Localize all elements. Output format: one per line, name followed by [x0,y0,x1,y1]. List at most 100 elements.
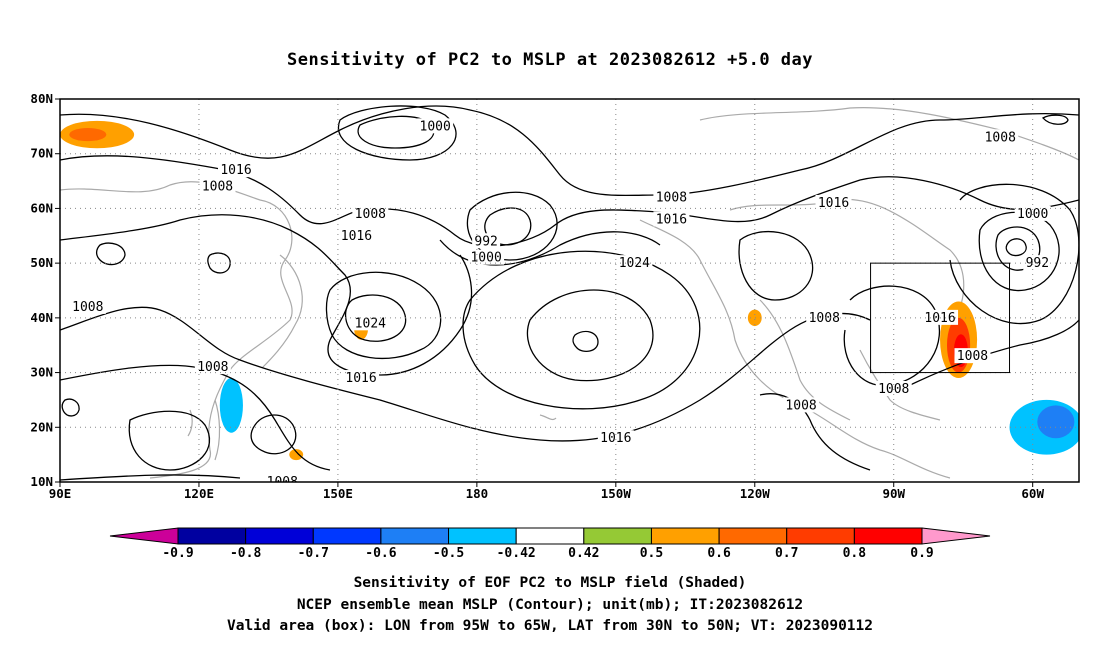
caption-shaded: Sensitivity of EOF PC2 to MSLP field (Sh… [353,575,747,591]
colorbar-box [650,527,720,545]
colorbar-level-label: 0.8 [843,546,867,561]
lon-tick-label: 150W [601,486,632,501]
colorbar-level-label: -0.9 [162,546,193,561]
colorbar-box [718,527,788,545]
contour-label-bg [264,474,301,482]
contour-label-bg [806,309,843,325]
lon-tick-label: 180 [466,486,489,501]
colorbar-box [380,527,450,545]
colorbar-level-label: -0.6 [365,546,396,561]
contour-label: 1016 [220,163,251,178]
colorbar-box [515,527,585,545]
contour-labels: 1000 1008 1016 1008 1008 1016 1016 1008 1016 992 1… [69,118,1052,490]
lon-tick-label: 90E [49,486,72,501]
contour-label-bg [653,211,690,227]
lat-tick-label: 30N [30,365,53,380]
lat-tick-label: 80N [30,91,53,106]
lat-tick-label: 70N [30,146,53,161]
colorbar-level-label: -0.5 [433,546,464,561]
plot-title: Sensitivity of PC2 to MSLP at 2023082612… [286,50,813,70]
lat-tick-label: 50N [30,255,53,270]
contour-label: 1008 [355,207,386,222]
colorbar-level-label: -0.7 [298,546,329,561]
colorbar-box [245,527,314,545]
contour-label: 1016 [345,371,376,386]
lon-tick-label: 60W [1021,486,1044,501]
colorbar-level-label: -0.8 [230,546,261,561]
contour-label-bg [218,162,255,178]
contour-label: 1008 [656,190,687,205]
contour-label-bg [352,315,389,331]
colorbar-level-label: -0.42 [497,546,536,561]
contour-label-bg [194,359,231,375]
colorbar-box [312,527,382,545]
colorbar-level-label: 0.9 [910,546,933,561]
colorbar: -0.9 -0.8 -0.7 -0.6 -0.5 -0.42 0.42 0.5 0.6 0.7 0.… [109,527,991,561]
contour-label: 1008 [267,475,298,490]
contour-label: 1000 [470,251,501,266]
shade-east-pacific-positive [747,309,762,327]
contour-label-bg [352,205,389,221]
contour-label-bg [875,380,912,396]
colorbar-box [448,527,517,545]
colorbar-level-label: 0.6 [707,546,731,561]
lon-tick-label: 90W [882,486,905,501]
contour-label-bg [343,370,380,386]
colorbar-box [853,527,923,545]
contour-label: 992 [1026,256,1049,271]
lat-tick-label: 10N [30,474,53,489]
colorbar-box [583,527,652,545]
contour-label: 1016 [341,229,372,244]
contour-label-bg [1014,205,1051,221]
contour-label: 1016 [818,196,849,211]
colorbar-low-end [109,527,179,545]
contour-label-bg [472,233,501,249]
colorbar-level-label: 0.7 [775,546,798,561]
shade-arctic-positive-core [69,127,107,142]
contour-label-bg [616,255,653,271]
lat-tick-label: 60N [30,200,53,215]
colorbar-box [786,527,855,545]
contour-label: 1008 [785,398,816,413]
lon-tick-label: 120W [740,486,771,501]
contour-label-bg [815,194,852,210]
contour-label-bg [468,249,505,265]
colorbar-level-label: 0.5 [640,546,663,561]
shade-japan-negative [219,378,243,433]
contour-label: 1016 [656,212,687,227]
caption-contour: NCEP ensemble mean MSLP (Contour); unit(… [296,596,804,613]
contour-label: 992 [474,234,497,249]
contour-label-bg [783,397,820,413]
contour-label-bg [417,118,454,134]
lon-tick-label: 120E [184,486,214,501]
figure-captions: Sensitivity of EOF PC2 to MSLP field (Sh… [0,573,1100,638]
mslp-contours [60,105,1079,481]
coastlines [60,107,1079,479]
contour-label: 1008 [985,130,1016,145]
colorbar-box [177,527,247,545]
contour-label-bg [653,189,690,205]
contour-label-bg [69,298,106,314]
contour-label: 1008 [809,311,840,326]
contour-label: 1024 [355,316,386,331]
lat-tick-label: 40N [30,310,53,325]
contour-label-bg [338,227,375,243]
contour-label: 1024 [619,256,650,271]
colorbar-high-end [921,527,991,545]
valid-area-box [870,262,1011,374]
contour-label-bg [982,129,1019,145]
plot-frame [59,98,1080,483]
lat-tick-label: 20N [30,419,53,434]
contour-label: 1008 [957,349,988,364]
contour-label: 1008 [72,300,103,315]
contour-label-bg [597,430,634,446]
lon-tick-label: 150E [323,486,353,501]
contour-label: 1008 [202,180,233,195]
contour-label: 1000 [420,119,451,134]
colorbar-level-label: 0.42 [568,546,599,561]
contour-label-bg [954,348,991,364]
caption-valid-area: Valid area (box): LON from 95W to 65W, L… [226,618,873,634]
shade-atlantic-negative-core [1037,405,1075,439]
